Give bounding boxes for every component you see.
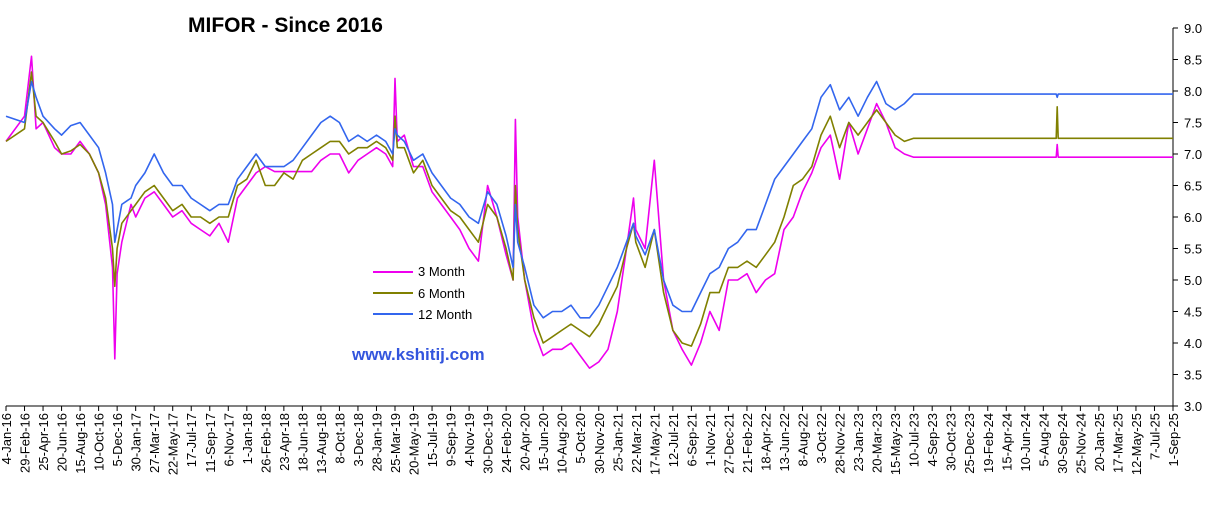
x-tick-label: 15-Jun-20 bbox=[536, 413, 551, 472]
x-tick-label: 17-Mar-25 bbox=[1110, 413, 1125, 473]
y-tick-label: 6.5 bbox=[1184, 179, 1202, 194]
x-tick-label: 25-Nov-24 bbox=[1073, 413, 1088, 474]
x-tick-label: 4-Sep-23 bbox=[925, 413, 940, 466]
x-tick-label: 13-Jun-22 bbox=[777, 413, 792, 472]
y-tick-label: 9.0 bbox=[1184, 21, 1202, 36]
x-tick-label: 29-Feb-16 bbox=[18, 413, 33, 473]
x-tick-label: 27-Mar-17 bbox=[147, 413, 162, 473]
x-tick-label: 22-Mar-21 bbox=[629, 413, 644, 473]
x-tick-label: 10-Oct-16 bbox=[92, 413, 107, 471]
x-tick-label: 20-Jun-16 bbox=[55, 413, 70, 472]
y-tick-label: 6.0 bbox=[1184, 210, 1202, 225]
x-tick-label: 17-Jul-17 bbox=[184, 413, 199, 467]
x-tick-label: 7-Jul-25 bbox=[1147, 413, 1162, 460]
series-line-6-month bbox=[5, 71, 1173, 347]
x-tick-label: 10-Jul-23 bbox=[907, 413, 922, 467]
x-tick-label: 15-Jul-19 bbox=[425, 413, 440, 467]
x-tick-label: 10-Jun-24 bbox=[1018, 413, 1033, 472]
x-tick-label: 26-Feb-18 bbox=[258, 413, 273, 473]
x-tick-label: 20-Apr-20 bbox=[518, 413, 533, 471]
x-tick-label: 5-Oct-20 bbox=[573, 413, 588, 464]
x-tick-label: 1-Jan-18 bbox=[240, 413, 255, 464]
x-tick-label: 30-Jan-17 bbox=[129, 413, 144, 472]
x-tick-label: 1-Sep-25 bbox=[1166, 413, 1181, 466]
x-tick-label: 25-Mar-19 bbox=[388, 413, 403, 473]
x-tick-label: 12-May-25 bbox=[1129, 413, 1144, 475]
x-tick-label: 12-Jul-21 bbox=[666, 413, 681, 467]
x-tick-label: 15-Aug-16 bbox=[73, 413, 88, 474]
y-tick-label: 3.0 bbox=[1184, 399, 1202, 414]
x-tick-label: 5-Dec-16 bbox=[110, 413, 125, 466]
legend-label-3-month: 3 Month bbox=[418, 264, 465, 279]
series-line-3-month bbox=[5, 55, 1173, 370]
x-tick-label: 22-May-17 bbox=[166, 413, 181, 475]
x-tick-label: 19-Feb-24 bbox=[981, 413, 996, 473]
y-tick-label: 4.5 bbox=[1184, 305, 1202, 320]
series-lines bbox=[5, 55, 1173, 370]
y-tick-label: 5.0 bbox=[1184, 273, 1202, 288]
y-tick-label: 7.0 bbox=[1184, 147, 1202, 162]
x-tick-label: 3-Oct-22 bbox=[814, 413, 829, 464]
y-axis-ticks: 9.0 8.5 8.0 7.5 7.0 6.5 6.0 5.5 5.0 4.5 4.0 3.5 3.0 bbox=[1173, 21, 1202, 414]
x-tick-label: 15-Apr-24 bbox=[999, 413, 1014, 471]
x-tick-label: 20-Jan-25 bbox=[1092, 413, 1107, 472]
x-tick-label: 27-Dec-21 bbox=[721, 413, 736, 474]
y-tick-label: 4.0 bbox=[1184, 336, 1202, 351]
x-tick-label: 30-Oct-23 bbox=[944, 413, 959, 471]
legend-label-12-month: 12 Month bbox=[418, 307, 472, 322]
x-tick-label: 6-Sep-21 bbox=[684, 413, 699, 466]
x-tick-label: 13-Aug-18 bbox=[314, 413, 329, 474]
series-line-12-month bbox=[5, 80, 1173, 319]
x-tick-label: 4-Nov-19 bbox=[462, 413, 477, 466]
x-tick-label: 23-Apr-18 bbox=[277, 413, 292, 471]
legend: 3 Month 6 Month 12 Month bbox=[373, 264, 472, 322]
x-tick-label: 18-Apr-22 bbox=[758, 413, 773, 471]
x-tick-label: 18-Jun-18 bbox=[295, 413, 310, 472]
x-tick-label: 28-Jan-19 bbox=[369, 413, 384, 472]
x-tick-label: 3-Dec-18 bbox=[351, 413, 366, 466]
x-tick-label: 30-Sep-24 bbox=[1055, 413, 1070, 474]
x-tick-label: 20-May-19 bbox=[407, 413, 422, 475]
x-tick-label: 10-Aug-20 bbox=[555, 413, 570, 474]
x-tick-label: 25-Dec-23 bbox=[962, 413, 977, 474]
y-tick-label: 7.5 bbox=[1184, 116, 1202, 131]
x-tick-label: 17-May-21 bbox=[647, 413, 662, 475]
x-tick-label: 28-Nov-22 bbox=[833, 413, 848, 474]
x-tick-label: 8-Oct-18 bbox=[332, 413, 347, 464]
x-axis-ticks: 4-Jan-16 29-Feb-16 25-Apr-16 20-Jun-16 15-Au… bbox=[0, 406, 1181, 475]
x-tick-label: 24-Feb-20 bbox=[499, 413, 514, 473]
x-tick-label: 8-Aug-22 bbox=[796, 413, 811, 466]
watermark-text: www.kshitij.com bbox=[351, 345, 485, 364]
x-tick-label: 23-Jan-23 bbox=[851, 413, 866, 472]
x-tick-label: 4-Jan-16 bbox=[0, 413, 14, 464]
y-tick-label: 5.5 bbox=[1184, 242, 1202, 257]
x-tick-label: 6-Nov-17 bbox=[221, 413, 236, 466]
x-tick-label: 9-Sep-19 bbox=[444, 413, 459, 466]
chart-title: MIFOR - Since 2016 bbox=[188, 14, 383, 37]
x-tick-label: 15-May-23 bbox=[888, 413, 903, 475]
x-tick-label: 25-Jan-21 bbox=[610, 413, 625, 472]
x-tick-label: 25-Apr-16 bbox=[36, 413, 51, 471]
y-tick-label: 3.5 bbox=[1184, 368, 1202, 383]
x-tick-label: 30-Nov-20 bbox=[592, 413, 607, 474]
y-tick-label: 8.5 bbox=[1184, 53, 1202, 68]
legend-label-6-month: 6 Month bbox=[418, 286, 465, 301]
x-tick-label: 30-Dec-19 bbox=[481, 413, 496, 474]
x-tick-label: 21-Feb-22 bbox=[740, 413, 755, 473]
x-tick-label: 11-Sep-17 bbox=[203, 413, 218, 473]
x-tick-label: 20-Mar-23 bbox=[870, 413, 885, 473]
x-tick-label: 5-Aug-24 bbox=[1036, 413, 1051, 466]
y-tick-label: 8.0 bbox=[1184, 84, 1202, 99]
x-tick-label: 1-Nov-21 bbox=[703, 413, 718, 466]
